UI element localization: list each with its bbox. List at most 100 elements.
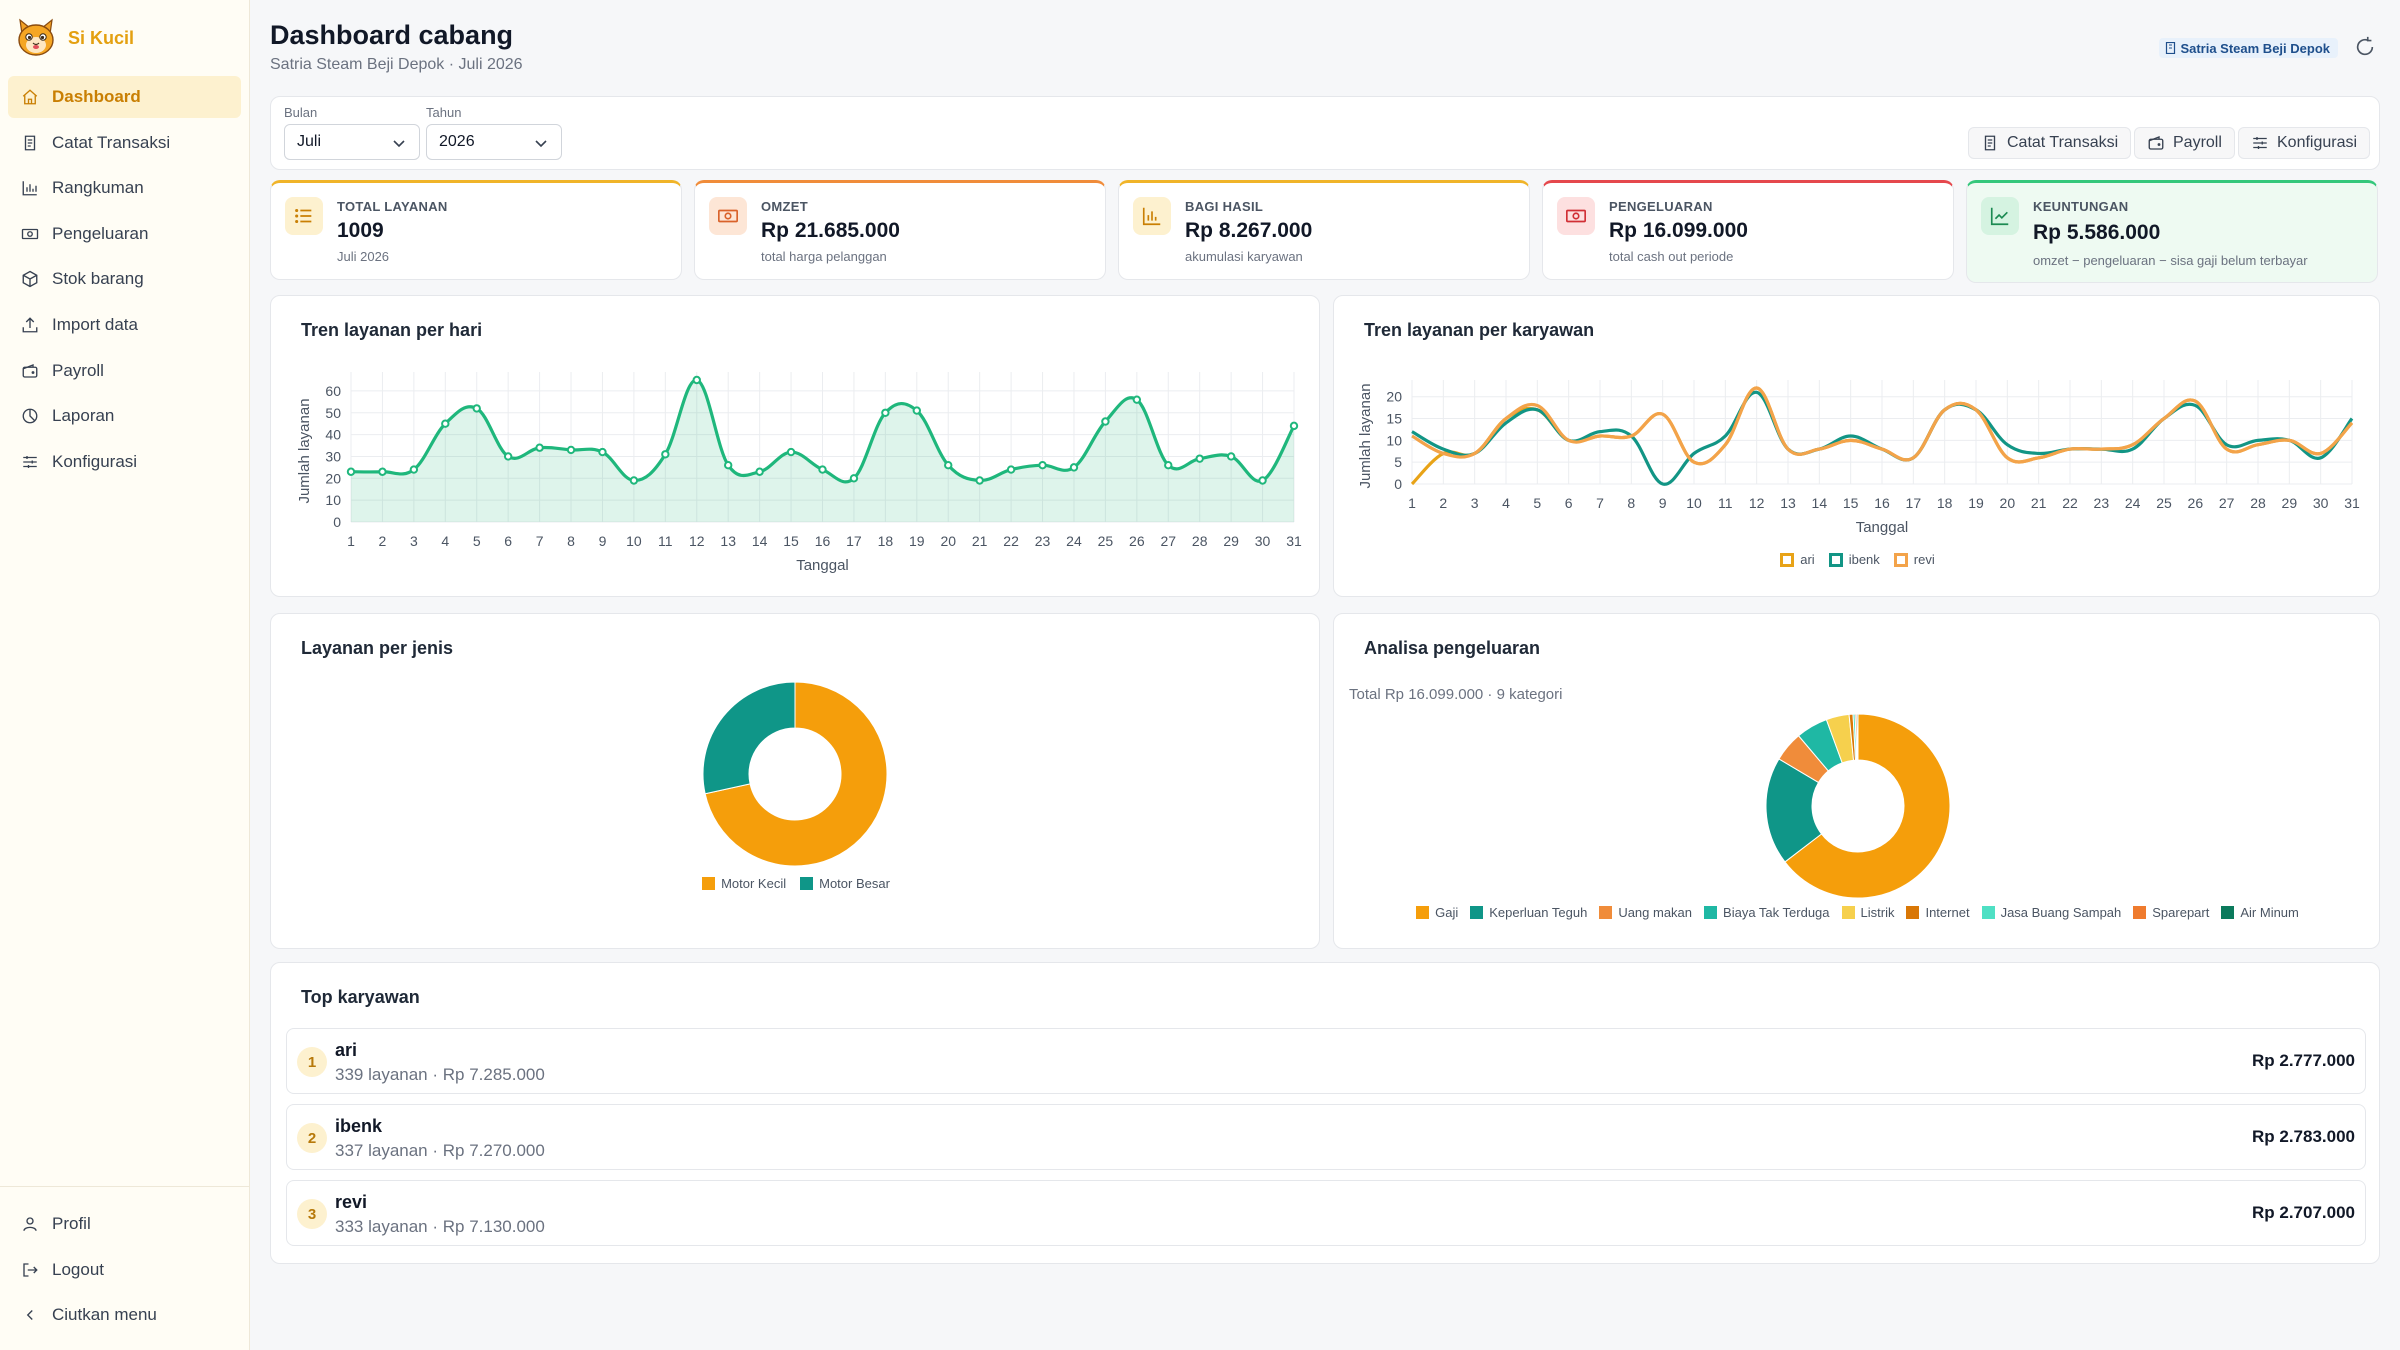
employee-detail: 339 layanan · Rp 7.285.000 (335, 1065, 545, 1084)
x-tick-label: 15 (783, 533, 799, 549)
legend-label: Motor Kecil (721, 876, 787, 891)
legend-label: Motor Besar (819, 876, 890, 891)
legend-label: Air Minum (2240, 905, 2299, 920)
legend-item[interactable]: ari (1780, 552, 1815, 567)
y-tick-label: 5 (1394, 454, 1402, 470)
sidebar-item-laporan[interactable]: Laporan (8, 395, 241, 437)
x-tick-label: 12 (1749, 495, 1765, 511)
month-select-value: Juli (297, 133, 322, 150)
legend-item[interactable]: Listrik (1841, 905, 1895, 920)
catat-transaksi-button[interactable]: Catat Transaksi (1968, 127, 2132, 159)
legend-item[interactable]: Jasa Buang Sampah (1981, 905, 2121, 920)
x-tick-label: 10 (626, 533, 642, 549)
sidebar-item-catat-transaksi[interactable]: Catat Transaksi (8, 122, 241, 164)
pie-slice (704, 681, 888, 867)
sidebar-item-rangkuman[interactable]: Rangkuman (8, 167, 241, 209)
y-tick-label: 15 (1386, 411, 1402, 427)
x-tick-label: 16 (815, 533, 831, 549)
x-tick-label: 11 (658, 533, 673, 549)
home-icon (20, 87, 40, 107)
brand[interactable]: Si Kucil (0, 0, 249, 76)
legend-item[interactable]: Sparepart (2133, 905, 2209, 920)
data-point (1006, 465, 1016, 474)
cash-icon (1557, 197, 1595, 235)
legend-item[interactable]: Uang makan (1599, 905, 1692, 920)
y-tick-label: 0 (333, 514, 341, 530)
bar-chart-icon (20, 178, 40, 198)
x-tick-label: 20 (2000, 495, 2016, 511)
legend-swatch (2133, 906, 2147, 919)
cash-icon (709, 197, 747, 235)
legend-label: ibenk (1848, 552, 1880, 567)
x-tick-label: 5 (1533, 495, 1541, 511)
refresh-icon[interactable] (2354, 36, 2376, 58)
sidebar-item-import-data[interactable]: Import data (8, 304, 241, 346)
employee-amount: Rp 2.777.000 (2251, 1051, 2355, 1070)
legend-item[interactable]: ibenk (1828, 552, 1880, 567)
x-tick-label: 25 (2156, 495, 2172, 511)
data-point (661, 450, 670, 459)
expense-chart (1765, 713, 1951, 899)
daily-trend-panel: Tren layanan per hari 0 10 20 30 40 50 60 1 2 3 4 5… (270, 295, 1320, 597)
x-tick-label: 6 (504, 533, 512, 549)
top-employees-panel: Top karyawan 1 ari 339 layanan · Rp 7.28… (270, 962, 2380, 1264)
legend-item[interactable]: Internet (1906, 905, 1970, 920)
employee-row[interactable]: 3 revi 333 layanan · Rp 7.130.000 Rp 2.7… (286, 1180, 2366, 1246)
legend-label: Keperluan Teguh (1489, 905, 1588, 920)
employee-row[interactable]: 1 ari 339 layanan · Rp 7.285.000 Rp 2.77… (286, 1028, 2366, 1094)
legend-item[interactable]: Motor Kecil (702, 876, 786, 891)
employee-row[interactable]: 2 ibenk 337 layanan · Rp 7.270.000 Rp 2.… (286, 1104, 2366, 1170)
employee-trend-legend: ari ibenk revi (1334, 552, 2381, 567)
legend-swatch (1906, 906, 1920, 919)
sidebar-item-label: Laporan (52, 406, 115, 426)
year-select[interactable]: 2026 (426, 124, 562, 160)
cat-logo-icon (18, 18, 54, 56)
legend-item[interactable]: Keperluan Teguh (1470, 905, 1587, 920)
wallet-icon (20, 361, 40, 381)
x-tick-label: 19 (909, 533, 925, 549)
x-tick-label: 9 (1659, 495, 1667, 511)
legend-swatch (1780, 552, 1795, 567)
year-label: Tahun (426, 105, 462, 120)
sidebar-item-konfigurasi[interactable]: Konfigurasi (8, 441, 241, 483)
x-tick-label: 14 (1812, 495, 1828, 511)
legend-item[interactable]: revi (1893, 552, 1935, 567)
data-point (629, 476, 639, 485)
branch-badge[interactable]: Satria Steam Beji Depok (2159, 38, 2338, 58)
sidebar-item-logout[interactable]: Logout (8, 1249, 241, 1291)
x-tick-label: 23 (2094, 495, 2110, 511)
legend-item[interactable]: Motor Besar (800, 876, 890, 891)
sidebar-item-dashboard[interactable]: Dashboard (8, 76, 241, 118)
employee-detail: 333 layanan · Rp 7.130.000 (335, 1217, 545, 1236)
sidebar-item-pengeluaran[interactable]: Pengeluaran (8, 213, 241, 255)
stat-sub: akumulasi karyawan (1185, 249, 1303, 264)
stat-sub: total cash out periode (1609, 249, 1734, 264)
legend-item[interactable]: Air Minum (2221, 905, 2299, 920)
legend-swatch (2221, 906, 2235, 919)
legend-label: Listrik (1860, 905, 1895, 920)
data-point (1132, 395, 1142, 404)
sidebar-bottom-nav: Profil Logout Ciutkan menu (0, 1186, 249, 1340)
month-select[interactable]: Juli (284, 124, 420, 160)
sidebar-item-stok-barang[interactable]: Stok barang (8, 258, 241, 300)
konfigurasi-button[interactable]: Konfigurasi (2238, 127, 2371, 159)
data-point (472, 404, 481, 413)
payroll-button[interactable]: Payroll (2134, 127, 2235, 159)
x-tick-label: 17 (846, 533, 862, 549)
sidebar-item-profil[interactable]: Profil (8, 1203, 241, 1245)
page-title: Dashboard cabang (270, 20, 514, 50)
legend-label: Uang makan (1618, 905, 1693, 920)
y-tick-label: 50 (325, 405, 341, 421)
sidebar-item-ciutkan-menu[interactable]: Ciutkan menu (8, 1294, 241, 1336)
sidebar-item-label: Pengeluaran (52, 223, 149, 243)
sidebar-item-payroll[interactable]: Payroll (8, 350, 241, 392)
y-tick-label: 40 (325, 427, 341, 443)
stat-total-layanan: TOTAL LAYANAN 1009 Juli 2026 (270, 180, 682, 280)
employee-amount: Rp 2.707.000 (2251, 1203, 2355, 1222)
legend-item[interactable]: Biaya Tak Terduga (1704, 905, 1830, 920)
data-point (881, 408, 890, 417)
legend-item[interactable]: Gaji (1416, 905, 1458, 920)
user-icon (20, 1214, 40, 1234)
employee-name: ibenk (335, 1116, 383, 1136)
